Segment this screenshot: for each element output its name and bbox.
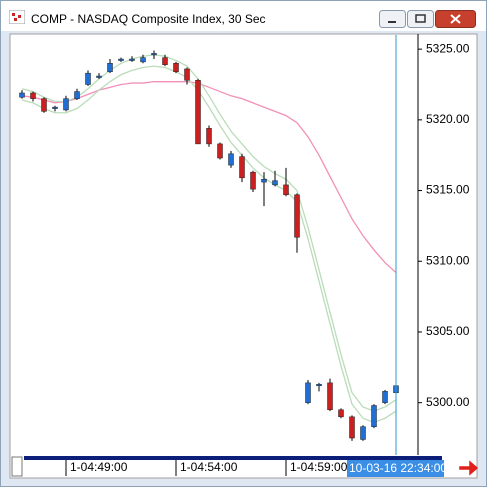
crosshair-label-box xyxy=(347,460,444,477)
scroll-track xyxy=(24,456,442,460)
candle-body xyxy=(349,416,355,439)
app-icon xyxy=(9,10,25,24)
candle-body xyxy=(239,156,245,179)
maximize-button[interactable] xyxy=(407,10,434,28)
minimize-button[interactable] xyxy=(379,10,406,28)
candle-body xyxy=(338,409,344,418)
candle-body xyxy=(195,80,201,145)
x-tick-label: 1-04:59:00 xyxy=(290,460,348,474)
y-tick-label: 5320.00 xyxy=(426,112,470,126)
candle-body xyxy=(360,426,366,440)
candle-body xyxy=(184,68,190,81)
candle-body xyxy=(118,58,124,61)
moving-average-line xyxy=(21,54,397,412)
candle-body xyxy=(371,405,377,427)
candle-body xyxy=(140,57,146,63)
scroll-right-arrow[interactable] xyxy=(459,460,479,476)
candle-body xyxy=(272,180,278,186)
candle-body xyxy=(305,382,311,403)
candle-body xyxy=(173,63,179,73)
candle-body xyxy=(41,98,47,112)
candle-body xyxy=(85,72,91,85)
y-tick-label: 5315.00 xyxy=(426,183,470,197)
candle-body xyxy=(107,63,113,73)
crosshair-label: 10-03-16 22:34:00 xyxy=(349,461,447,475)
y-tick-label: 5300.00 xyxy=(426,395,470,409)
y-tick-label: 5325.00 xyxy=(426,41,470,55)
candle-body xyxy=(327,382,333,410)
candle-body xyxy=(19,92,25,98)
candle-body xyxy=(294,194,300,238)
y-tick-label: 5305.00 xyxy=(426,324,470,338)
candle-body xyxy=(74,91,80,99)
candle-body xyxy=(261,178,267,183)
candle-body xyxy=(217,143,223,159)
candle-body xyxy=(228,153,234,166)
candle-body xyxy=(129,58,135,61)
candle-body xyxy=(30,92,36,99)
candle-body xyxy=(162,57,168,65)
candle-body xyxy=(283,184,289,196)
candle-body xyxy=(316,384,322,387)
title-bar: COMP - NASDAQ Composite Index, 30 Sec xyxy=(1,1,486,31)
candle-body xyxy=(206,128,212,145)
moving-average-line xyxy=(21,81,397,274)
scroll-thumb[interactable] xyxy=(11,456,23,477)
candle-body xyxy=(96,75,102,78)
moving-average-line xyxy=(21,65,397,424)
x-tick-label: 1-04:54:00 xyxy=(180,460,238,474)
candle-body xyxy=(250,171,256,190)
candle-body xyxy=(52,106,58,109)
window-title: COMP - NASDAQ Composite Index, 30 Sec xyxy=(31,12,266,26)
chart-frame xyxy=(9,33,478,479)
window-buttons[interactable] xyxy=(379,10,479,30)
candle-body xyxy=(63,98,69,111)
y-tick-label: 5310.00 xyxy=(426,253,470,267)
x-tick-label: 1-04:49:00 xyxy=(70,460,128,474)
candle-body xyxy=(151,53,157,56)
candle-body xyxy=(382,391,388,403)
